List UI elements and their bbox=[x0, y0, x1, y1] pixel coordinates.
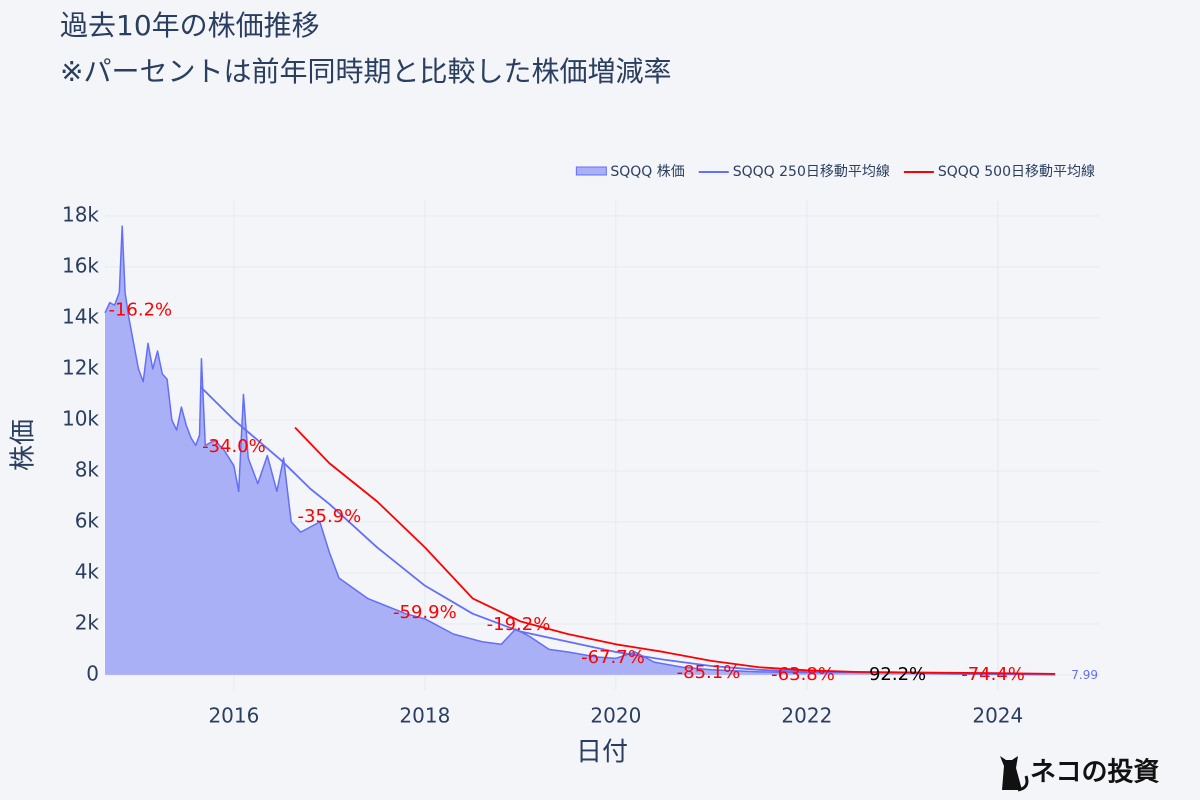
area-fill bbox=[105, 226, 1056, 675]
x-tick-label: 2016 bbox=[208, 704, 259, 728]
y-tick-label: 4k bbox=[75, 559, 100, 583]
y-tick-label: 18k bbox=[62, 202, 99, 226]
y-tick-label: 16k bbox=[62, 253, 99, 277]
watermark: ネコの投資 bbox=[1030, 758, 1159, 788]
annotation: -19.2% bbox=[487, 614, 551, 635]
y-tick-label: 10k bbox=[62, 406, 99, 430]
legend-label: SQQQ 500日移動平均線 bbox=[938, 164, 1095, 180]
annotation: -74.4% bbox=[961, 664, 1025, 685]
annotation: 92.2% bbox=[869, 664, 926, 685]
legend: SQQQ 株価 SQQQ 250日移動平均線 SQQQ 500日移動平均線 bbox=[575, 164, 1095, 180]
chart-title: 過去10年の株価推移 bbox=[60, 9, 320, 42]
y-tick-label: 6k bbox=[75, 508, 100, 532]
x-tick-label: 2022 bbox=[781, 704, 832, 728]
legend-label: SQQQ 株価 bbox=[610, 164, 684, 180]
y-tick-label: 0 bbox=[86, 661, 99, 685]
x-tick-label: 2020 bbox=[590, 704, 641, 728]
watermark-icon bbox=[1000, 756, 1029, 792]
annotation: -16.2% bbox=[108, 299, 172, 320]
y-axis-title: 株価 bbox=[9, 419, 39, 471]
end-label: 7.99 bbox=[1071, 668, 1098, 682]
ma-line bbox=[199, 386, 1056, 676]
ma-line bbox=[294, 426, 1056, 675]
legend-label: SQQQ 250日移動平均線 bbox=[733, 164, 890, 180]
y-tick-label: 2k bbox=[75, 610, 100, 634]
legend-swatch bbox=[575, 166, 607, 176]
annotation: -59.9% bbox=[393, 602, 457, 623]
y-tick-label: 14k bbox=[62, 304, 99, 328]
y-tick-label: 8k bbox=[75, 457, 100, 481]
chart-subtitle: ※パーセントは前年同時期と比較した株価増減率 bbox=[60, 55, 671, 88]
x-tick-label: 2024 bbox=[972, 704, 1023, 728]
annotation: -35.9% bbox=[298, 506, 362, 527]
y-tick-label: 12k bbox=[62, 355, 99, 379]
annotation: -34.0% bbox=[202, 436, 266, 457]
annotation: -63.8% bbox=[771, 664, 835, 685]
annotation: -67.7% bbox=[581, 647, 645, 668]
price-line bbox=[104, 225, 1056, 676]
annotation: -85.1% bbox=[677, 662, 741, 683]
x-axis-title: 日付 bbox=[576, 738, 628, 768]
x-tick-label: 2018 bbox=[399, 704, 450, 728]
